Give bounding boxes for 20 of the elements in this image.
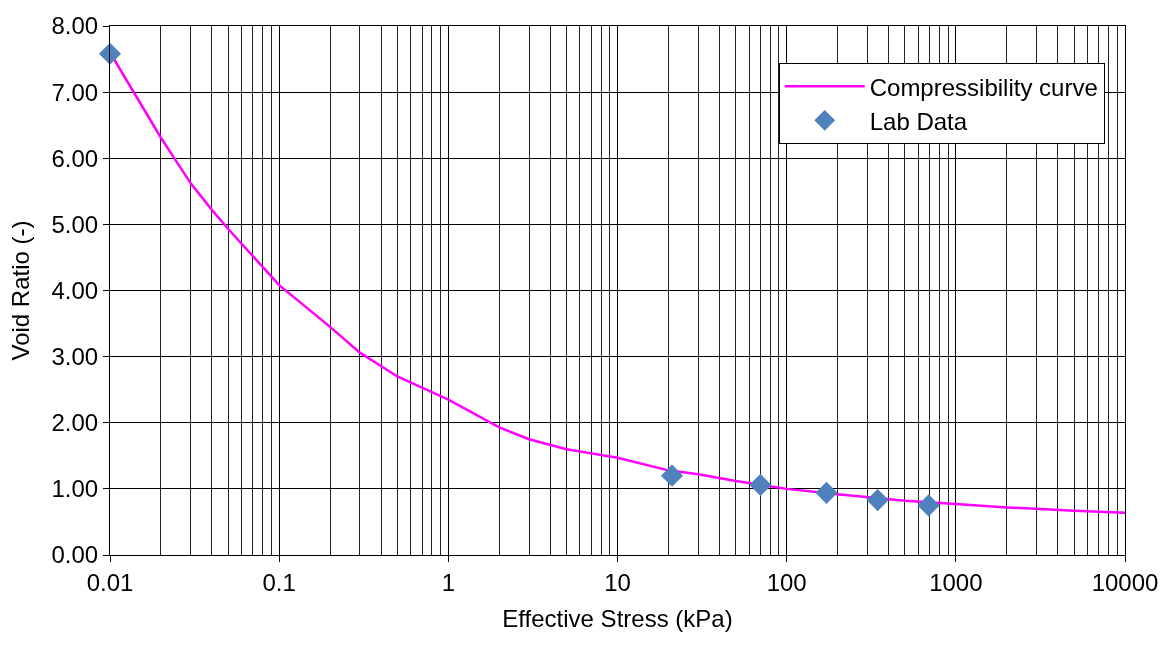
y-tick-label: 5.00 <box>51 210 99 238</box>
y-axis-title: Void Ratio (-) <box>6 220 34 361</box>
legend-label: Lab Data <box>869 107 968 135</box>
y-tick-label: 8.00 <box>51 12 99 40</box>
x-tick-label: 10000 <box>1091 568 1159 596</box>
x-tick-label: 1000 <box>929 568 983 596</box>
x-tick-label: 100 <box>766 568 807 596</box>
y-tick-label: 7.00 <box>51 78 99 106</box>
y-tick-label: 3.00 <box>51 343 99 371</box>
y-tick-label: 4.00 <box>51 276 99 304</box>
y-tick-label: 0.00 <box>51 541 99 569</box>
legend-label: Compressibility curve <box>869 73 1098 101</box>
x-axis-title: Effective Stress (kPa) <box>502 605 733 633</box>
x-tick-label: 1 <box>441 568 456 596</box>
x-tick-label: 0.1 <box>262 568 296 596</box>
y-tick-label: 6.00 <box>51 144 99 172</box>
y-tick-label: 1.00 <box>51 475 99 503</box>
x-tick-label: 10 <box>604 568 631 596</box>
y-tick-label: 2.00 <box>51 409 99 437</box>
x-tick-label: 0.01 <box>86 568 134 596</box>
